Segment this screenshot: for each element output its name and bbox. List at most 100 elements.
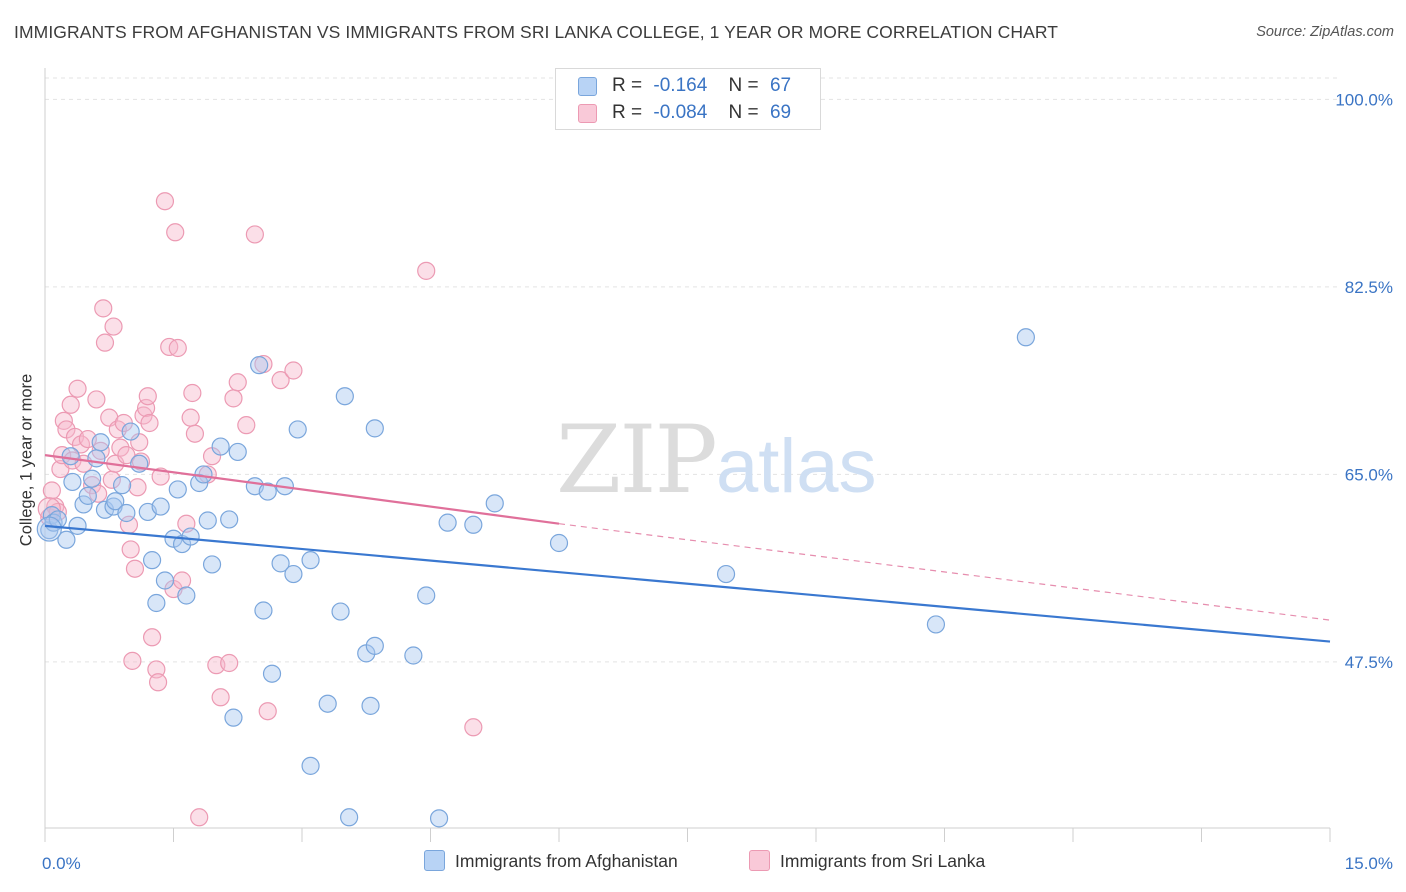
sri-lanka-point bbox=[211, 688, 230, 707]
afghanistan-point bbox=[926, 615, 946, 634]
legend-r-value: -0.084 bbox=[653, 102, 708, 123]
sri-lanka-point bbox=[185, 424, 205, 443]
afghanistan-point bbox=[224, 708, 243, 727]
legend-swatch-pink bbox=[578, 104, 597, 123]
sri-lanka-point bbox=[140, 413, 159, 433]
afghanistan-point bbox=[716, 564, 736, 584]
afghanistan-point bbox=[151, 497, 170, 516]
afghanistan-point bbox=[301, 551, 320, 570]
afghanistan-point bbox=[361, 696, 380, 715]
afghanistan-point bbox=[190, 473, 209, 493]
sri-lanka-point bbox=[245, 225, 264, 244]
afghanistan-point bbox=[549, 533, 569, 553]
sri-lanka-point bbox=[42, 481, 61, 500]
afghanistan-point bbox=[106, 492, 125, 511]
sri-lanka-trend-extension bbox=[558, 523, 1331, 621]
afghanistan-point bbox=[464, 515, 483, 534]
sri-lanka-point bbox=[190, 808, 209, 827]
sri-lanka-point bbox=[464, 718, 483, 737]
afghanistan-point bbox=[168, 480, 187, 499]
watermark-atlas: atlas bbox=[716, 424, 877, 509]
source-label: Source: ZipAtlas.com bbox=[1256, 24, 1394, 40]
afghanistan-point bbox=[202, 555, 222, 574]
sri-lanka-point bbox=[183, 383, 202, 403]
afghanistan-point bbox=[36, 516, 62, 542]
sri-lanka-point bbox=[168, 338, 187, 358]
afghanistan-point bbox=[155, 571, 175, 590]
legend-n-label: N = bbox=[728, 102, 759, 123]
trend-lines bbox=[44, 454, 1331, 643]
afghanistan-point bbox=[335, 387, 354, 406]
afghanistan-point bbox=[83, 469, 102, 488]
x-tick-label: 15.0% bbox=[1345, 854, 1393, 873]
watermark-zip: ZIP bbox=[556, 406, 716, 515]
afghanistan-point bbox=[112, 476, 132, 495]
legend-r-value: -0.164 bbox=[653, 75, 708, 96]
afghanistan-point bbox=[181, 527, 200, 546]
afghanistan-trend-line bbox=[44, 524, 1331, 643]
afghanistan-point bbox=[288, 420, 307, 439]
legend-n-label: N = bbox=[728, 75, 759, 96]
legend-r-label: R = bbox=[612, 102, 643, 123]
afghanistan-point bbox=[1016, 328, 1035, 347]
sri-lanka-point bbox=[237, 416, 256, 435]
y-tick-label: 65.0% bbox=[1345, 465, 1393, 484]
afghanistan-point bbox=[254, 601, 273, 620]
sri-lanka-point bbox=[228, 373, 247, 392]
afghanistan-point bbox=[91, 433, 110, 452]
sri-lanka-point bbox=[181, 408, 200, 427]
series-afghanistan-points bbox=[36, 328, 1035, 828]
bottom-legend-label: Immigrants from Sri Lanka bbox=[780, 851, 986, 871]
afghanistan-point bbox=[301, 756, 320, 775]
afghanistan-point bbox=[87, 449, 106, 468]
afghanistan-point bbox=[78, 486, 97, 505]
bottom-legend-label: Immigrants from Afghanistan bbox=[455, 851, 678, 871]
afghanistan-point bbox=[68, 516, 87, 535]
afghanistan-point bbox=[220, 510, 239, 529]
afghanistan-point bbox=[211, 437, 230, 456]
afghanistan-point bbox=[250, 356, 269, 375]
sri-lanka-point bbox=[166, 223, 185, 242]
afghanistan-point bbox=[340, 808, 359, 827]
sri-lanka-point bbox=[155, 192, 175, 211]
legend-n-value: 67 bbox=[769, 75, 792, 96]
legend-r-label: R = bbox=[612, 75, 643, 96]
y-tick-label: 100.0% bbox=[1335, 90, 1393, 109]
afghanistan-point bbox=[117, 503, 136, 523]
afghanistan-point bbox=[121, 422, 140, 441]
grid-lines bbox=[45, 77, 1340, 663]
sri-lanka-point bbox=[172, 571, 192, 590]
sri-lanka-point bbox=[151, 467, 170, 486]
sri-lanka-point bbox=[121, 540, 140, 559]
afghanistan-point bbox=[61, 447, 80, 466]
bottom-legend-swatch-pink bbox=[749, 849, 770, 871]
afghanistan-point bbox=[485, 494, 504, 513]
sri-lanka-point bbox=[95, 333, 115, 352]
afghanistan-point bbox=[142, 551, 162, 570]
sri-lanka-point bbox=[128, 478, 147, 497]
sri-lanka-point bbox=[224, 389, 243, 408]
afghanistan-point bbox=[228, 442, 247, 462]
y-tick-label: 82.5% bbox=[1345, 278, 1393, 297]
series-sri-lanka-points bbox=[37, 192, 483, 827]
sri-lanka-point bbox=[258, 702, 277, 721]
bottom-legend-swatch-blue bbox=[424, 849, 445, 871]
watermark: ZIP atlas bbox=[556, 406, 877, 515]
sri-lanka-point bbox=[271, 371, 290, 390]
sri-lanka-point bbox=[94, 299, 113, 318]
bottom-legend-sri-lanka: Immigrants from Sri Lanka bbox=[749, 849, 986, 873]
sri-lanka-point bbox=[111, 438, 130, 457]
legend-n-value: 69 bbox=[769, 102, 792, 123]
sri-lanka-point bbox=[68, 379, 87, 398]
afghanistan-point bbox=[147, 593, 166, 613]
axes bbox=[44, 68, 1331, 842]
afghanistan-point bbox=[331, 602, 350, 621]
afghanistan-point bbox=[404, 646, 423, 665]
afghanistan-point bbox=[271, 554, 290, 573]
afghanistan-point bbox=[177, 586, 196, 605]
afghanistan-point bbox=[318, 694, 337, 713]
tick-labels: 100.0% 82.5% 65.0% 47.5% 0.0% 15.0% bbox=[42, 90, 1393, 873]
afghanistan-point bbox=[198, 511, 217, 530]
afghanistan-point bbox=[57, 530, 76, 549]
